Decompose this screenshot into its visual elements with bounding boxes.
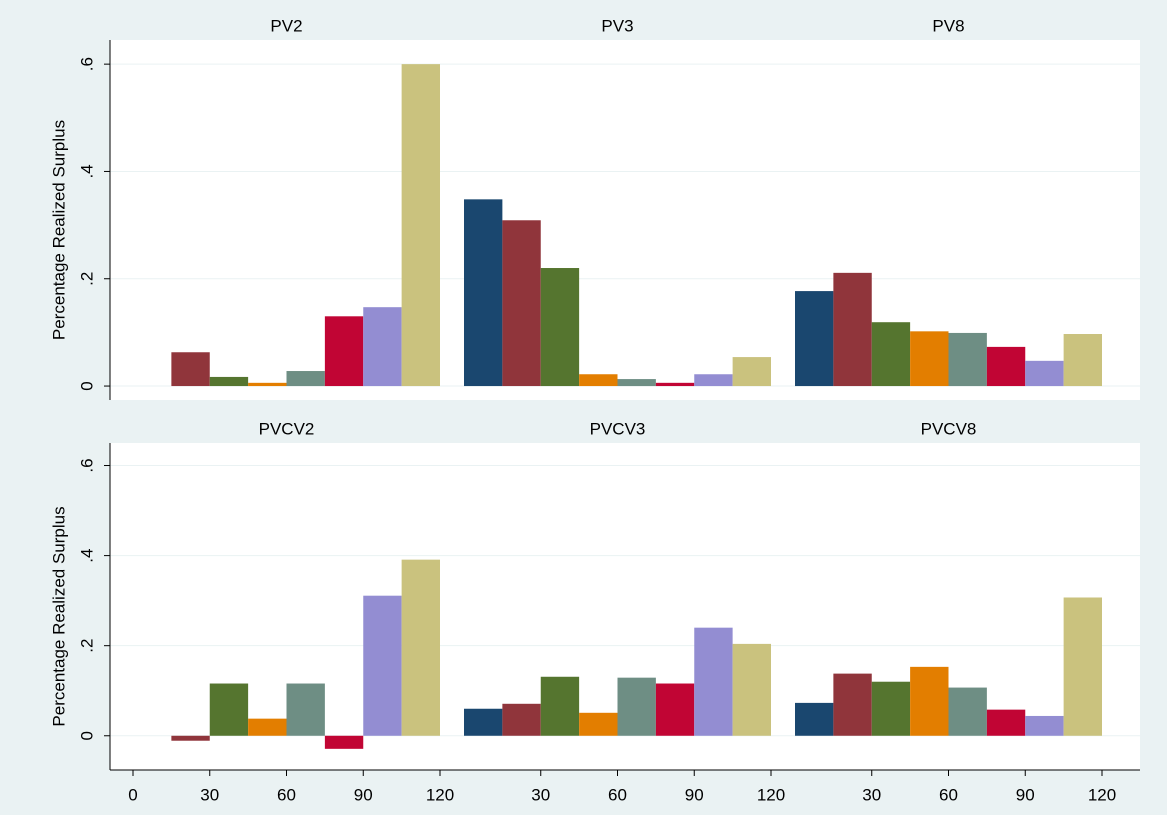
bar — [694, 374, 733, 387]
y-axis-label: Percentage Realized Surplus — [49, 120, 68, 340]
bar — [502, 703, 541, 736]
bar — [948, 687, 987, 736]
bar — [910, 666, 949, 736]
x-tick-label: 90 — [354, 785, 373, 804]
bar — [209, 683, 249, 736]
bar — [464, 199, 503, 387]
bar — [171, 352, 210, 387]
x-tick-label: 120 — [426, 785, 454, 804]
bar — [617, 677, 656, 736]
x-tick-label: 60 — [939, 785, 958, 804]
y-tick-label: .6 — [77, 57, 96, 71]
x-tick-label: 30 — [200, 785, 219, 804]
bar — [502, 220, 541, 387]
bar — [833, 673, 872, 736]
bar — [655, 382, 695, 387]
x-tick-label: 120 — [757, 785, 785, 804]
bar — [401, 559, 440, 736]
y-tick-label: .2 — [77, 272, 96, 286]
y-tick-label: 0 — [77, 381, 96, 390]
bar — [732, 643, 771, 736]
x-tick-label: 30 — [862, 785, 881, 804]
y-tick-label: .4 — [77, 549, 96, 563]
y-tick-label: .6 — [77, 458, 96, 472]
bar — [540, 268, 580, 387]
bar — [286, 371, 325, 387]
x-tick-label: 30 — [531, 785, 550, 804]
bar — [401, 64, 440, 387]
x-tick-label: 90 — [1016, 785, 1035, 804]
bar — [363, 307, 402, 387]
y-tick-label: .4 — [77, 164, 96, 178]
bar — [655, 683, 695, 736]
bar — [579, 374, 618, 387]
bar — [948, 332, 987, 387]
bar — [795, 291, 834, 387]
bar — [540, 676, 580, 736]
panel-title: PVCV3 — [590, 419, 646, 438]
bar — [986, 709, 1026, 736]
x-tick-label: 60 — [277, 785, 296, 804]
bar — [694, 627, 733, 736]
bar — [209, 376, 249, 387]
panel-title: PV2 — [270, 16, 302, 35]
bar — [1025, 715, 1064, 736]
bar — [363, 595, 402, 736]
bar — [986, 346, 1026, 387]
bar — [324, 735, 364, 749]
bar — [1063, 597, 1102, 736]
x-tick-label: 60 — [608, 785, 627, 804]
bar — [579, 712, 618, 736]
panel-title: PV8 — [932, 16, 964, 35]
bar — [324, 316, 364, 387]
panel-title: PVCV2 — [259, 419, 315, 438]
y-tick-label: .2 — [77, 639, 96, 653]
bar — [732, 357, 771, 387]
x-tick-label: 90 — [685, 785, 704, 804]
y-axis-label: Percentage Realized Surplus — [49, 506, 68, 726]
bar — [1025, 360, 1064, 387]
bar — [286, 683, 325, 736]
bar — [795, 702, 834, 736]
y-tick-label: 0 — [77, 731, 96, 740]
x-tick-label: 120 — [1088, 785, 1116, 804]
bar — [464, 708, 503, 736]
bar — [833, 272, 872, 387]
panel-title: PV3 — [601, 16, 633, 35]
x-tick-label: 0 — [128, 785, 137, 804]
panel-title: PVCV8 — [921, 419, 977, 438]
bar — [910, 331, 949, 387]
bar — [871, 322, 911, 387]
bar — [248, 382, 287, 387]
bar — [1063, 334, 1102, 387]
bar — [171, 735, 210, 741]
bar — [617, 379, 656, 387]
bar — [248, 718, 287, 736]
bar — [871, 681, 911, 736]
